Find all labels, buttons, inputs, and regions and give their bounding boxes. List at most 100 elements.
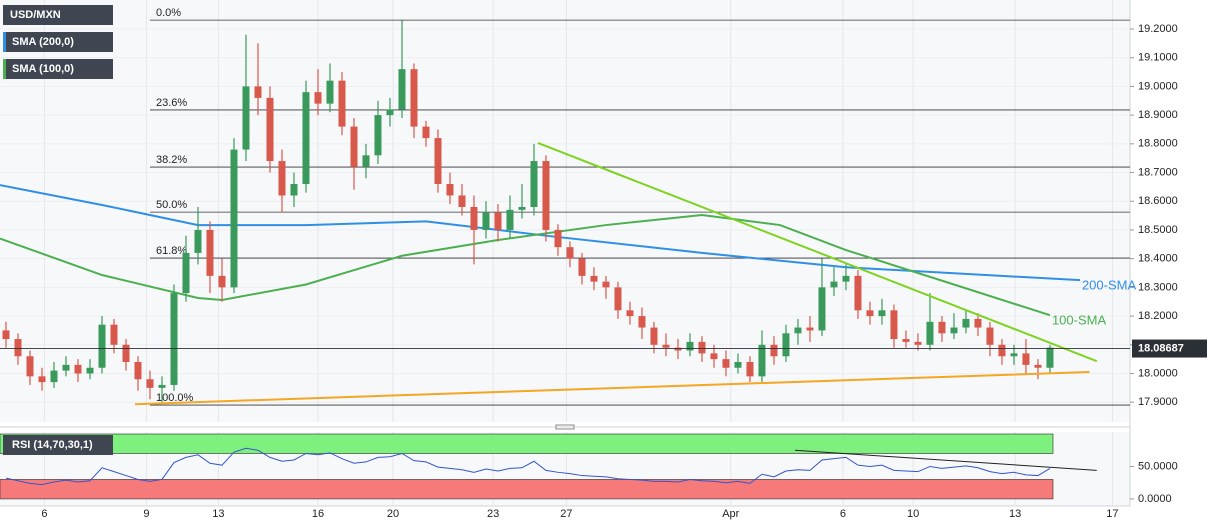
candle-body — [338, 80, 346, 127]
legend-box[interactable] — [3, 435, 113, 455]
candle-body — [278, 161, 286, 196]
candle-body — [698, 341, 706, 354]
candle-body — [518, 206, 526, 210]
candle-body — [422, 126, 430, 139]
candle-body — [602, 281, 610, 288]
y-tick-label: 18.7000 — [1138, 166, 1178, 178]
legend-label: SMA (100,0) — [12, 63, 74, 75]
candle-body — [1010, 353, 1018, 357]
legend: USD/MXN SMA (200,0) SMA (100,0) RSI (14,… — [3, 5, 113, 455]
y-tick-label: 17.9000 — [1138, 396, 1178, 408]
candle-body — [494, 212, 502, 230]
candle-body — [806, 327, 814, 331]
candle-body — [362, 155, 370, 167]
candle-body — [434, 138, 442, 185]
x-tick-label: 17 — [1106, 508, 1118, 520]
candle-body — [974, 318, 982, 328]
candle-body — [962, 318, 970, 328]
legend-box[interactable] — [3, 59, 113, 79]
candle-body — [998, 344, 1006, 357]
y-tick-label: 19.2000 — [1138, 23, 1178, 35]
x-tick-label: Apr — [722, 508, 739, 520]
rsi-oversold-band — [0, 479, 1054, 500]
candle-body — [770, 344, 778, 357]
rsi-line — [5, 447, 1051, 486]
candle-body — [14, 339, 22, 357]
candle-body — [950, 327, 958, 334]
y-tick-label: 18.8000 — [1138, 138, 1178, 150]
y-tick-label: 18.6000 — [1138, 195, 1178, 207]
candle-body — [230, 149, 238, 288]
x-tick-label: 20 — [387, 508, 399, 520]
candle-body — [50, 370, 58, 383]
legend-box[interactable] — [3, 32, 113, 52]
candle-body — [854, 275, 862, 311]
candle-body — [734, 362, 742, 368]
candle-body — [542, 161, 550, 230]
candle-body — [746, 362, 754, 377]
candle-body — [866, 310, 874, 317]
candle-body — [374, 115, 382, 156]
rsi-title: RSI (14,70,30,1) — [12, 439, 93, 451]
y-tick-label: 19.0000 — [1138, 80, 1178, 92]
fib-label: 0.0% — [156, 7, 181, 19]
y-tick-label: 18.2000 — [1138, 310, 1178, 322]
candle-body — [62, 364, 70, 371]
candle-body — [710, 353, 718, 360]
candle-body — [842, 275, 850, 282]
candle-body — [98, 324, 106, 368]
candle-body — [218, 275, 226, 288]
candle-body — [626, 310, 634, 317]
candle-body — [1034, 364, 1042, 368]
candle-body — [902, 339, 910, 342]
candle-body — [674, 347, 682, 351]
sma-label: 200-SMA — [1082, 278, 1137, 293]
candle-body — [386, 109, 394, 116]
candle-body — [266, 97, 274, 162]
sma-line — [0, 184, 1081, 282]
candle-body — [134, 362, 142, 380]
candle-body — [566, 247, 574, 259]
resize-handle[interactable] — [555, 424, 575, 430]
candle-body — [26, 356, 34, 377]
y-tick-label: 18.0000 — [1138, 367, 1178, 379]
candle-body — [530, 161, 538, 207]
x-tick-label: 6 — [840, 508, 846, 520]
y-tick-label: 18.3000 — [1138, 281, 1178, 293]
last-price-label: 18.08687 — [1138, 342, 1184, 354]
x-tick-label: 27 — [560, 508, 572, 520]
candle-body — [914, 341, 922, 345]
candle-body — [254, 86, 262, 98]
legend-label: USD/MXN — [10, 9, 61, 21]
x-tick-label: 9 — [143, 508, 149, 520]
rsi-tick-label: 0.0000 — [1138, 493, 1172, 505]
candle-body — [146, 379, 154, 388]
candle-body — [578, 258, 586, 276]
candle-body — [398, 69, 406, 110]
fib-label: 50.0% — [156, 199, 187, 211]
fib-label: 38.2% — [156, 154, 187, 166]
candle-body — [722, 359, 730, 368]
y-tick-label: 18.9000 — [1138, 109, 1178, 121]
y-tick-label: 19.1000 — [1138, 52, 1178, 64]
candle-body — [614, 287, 622, 311]
last-price-box — [1132, 339, 1207, 358]
candle-body — [446, 184, 454, 196]
x-tick-label: 10 — [907, 508, 919, 520]
trendline — [134, 371, 1090, 406]
candle-body — [662, 344, 670, 348]
legend-box[interactable] — [3, 5, 113, 25]
x-tick-label: 6 — [41, 508, 47, 520]
candle-body — [350, 126, 358, 167]
candle-body — [878, 310, 886, 317]
candle-body — [638, 316, 646, 328]
candle-body — [818, 287, 826, 331]
trendline — [537, 142, 1098, 363]
candle-body — [506, 209, 514, 230]
sma-label: 100-SMA — [1052, 313, 1107, 328]
candle-body — [782, 333, 790, 357]
x-tick-label: 13 — [212, 508, 224, 520]
candle-body — [194, 229, 202, 253]
candle-body — [326, 80, 334, 104]
